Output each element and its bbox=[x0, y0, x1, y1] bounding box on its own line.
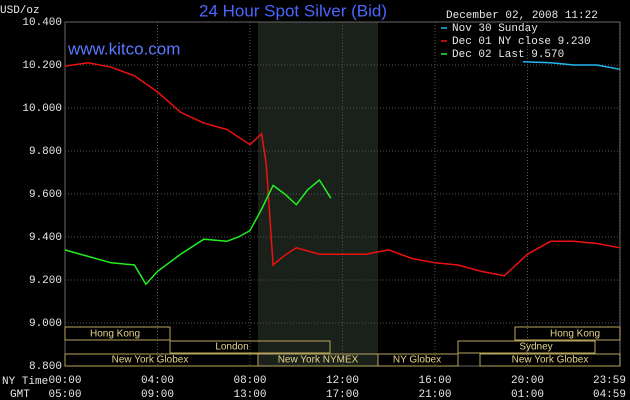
session-label: New York Globex bbox=[112, 355, 189, 366]
legend-entry: Nov 30 Sunday bbox=[452, 23, 538, 35]
chart-title: 24 Hour Spot Silver (Bid) bbox=[199, 1, 387, 20]
session-box bbox=[479, 353, 621, 367]
x-tick-label: 16:00 bbox=[418, 375, 451, 387]
gmt-tick-label: 09:00 bbox=[141, 389, 174, 400]
y-axis-label: USD/oz bbox=[0, 5, 40, 17]
session-label: Hong Kong bbox=[550, 329, 600, 340]
session-label: Sydney bbox=[519, 342, 552, 353]
gmt-tick-label: 04:59 bbox=[593, 389, 626, 400]
gmt-tick-label: 21:00 bbox=[418, 389, 451, 400]
timestamp: December 02, 2008 11:22 bbox=[446, 10, 598, 22]
price-line bbox=[64, 62, 621, 277]
x-tick-label: 08:00 bbox=[233, 375, 266, 387]
x-tick-label: 23:59 bbox=[593, 375, 626, 387]
session-label: Hong Kong bbox=[90, 329, 140, 340]
x-tick-label: 00:00 bbox=[48, 375, 81, 387]
price-line bbox=[64, 178, 332, 286]
session-box bbox=[64, 326, 171, 341]
y-tick-label: 8.800 bbox=[29, 361, 62, 373]
legend-entry: Dec 02 Last 9.570 bbox=[452, 49, 564, 61]
session-box bbox=[457, 340, 596, 354]
session-label: New York Globex bbox=[512, 355, 589, 366]
y-tick-label: 10.400 bbox=[22, 17, 62, 29]
gmt-tick-label: 13:00 bbox=[233, 389, 266, 400]
gmt-label: GMT bbox=[10, 389, 30, 400]
price-line bbox=[522, 61, 621, 71]
y-tick-label: 9.200 bbox=[29, 275, 62, 287]
session-label: New York NYMEX bbox=[278, 355, 359, 366]
x-tick-label: 12:00 bbox=[326, 375, 359, 387]
ny-time-label: NY Time bbox=[2, 376, 48, 388]
gmt-tick-label: 05:00 bbox=[48, 389, 81, 400]
session-box bbox=[514, 326, 621, 341]
session-box bbox=[377, 353, 459, 367]
gmt-tick-label: 01:00 bbox=[511, 389, 544, 400]
session-box bbox=[169, 340, 331, 354]
market-sessions: Hong Kong Hong Kong London Sydney New Yo… bbox=[64, 326, 621, 367]
watermark: www.kitco.com bbox=[67, 39, 180, 58]
y-tick-label: 9.800 bbox=[29, 146, 62, 158]
x-tick-label: 04:00 bbox=[141, 375, 174, 387]
y-tick-label: 9.600 bbox=[29, 189, 62, 201]
y-tick-label: 9.400 bbox=[29, 232, 62, 244]
legend-entry: Dec 01 NY close 9.230 bbox=[452, 36, 591, 48]
y-tick-label: 10.000 bbox=[22, 103, 62, 115]
x-tick-label: 20:00 bbox=[511, 375, 544, 387]
y-tick-label: 10.200 bbox=[22, 60, 62, 72]
y-tick-label: 9.000 bbox=[29, 318, 62, 330]
gmt-tick-label: 17:00 bbox=[326, 389, 359, 400]
session-label: NY Globex bbox=[393, 355, 441, 366]
session-label: London bbox=[215, 342, 248, 353]
